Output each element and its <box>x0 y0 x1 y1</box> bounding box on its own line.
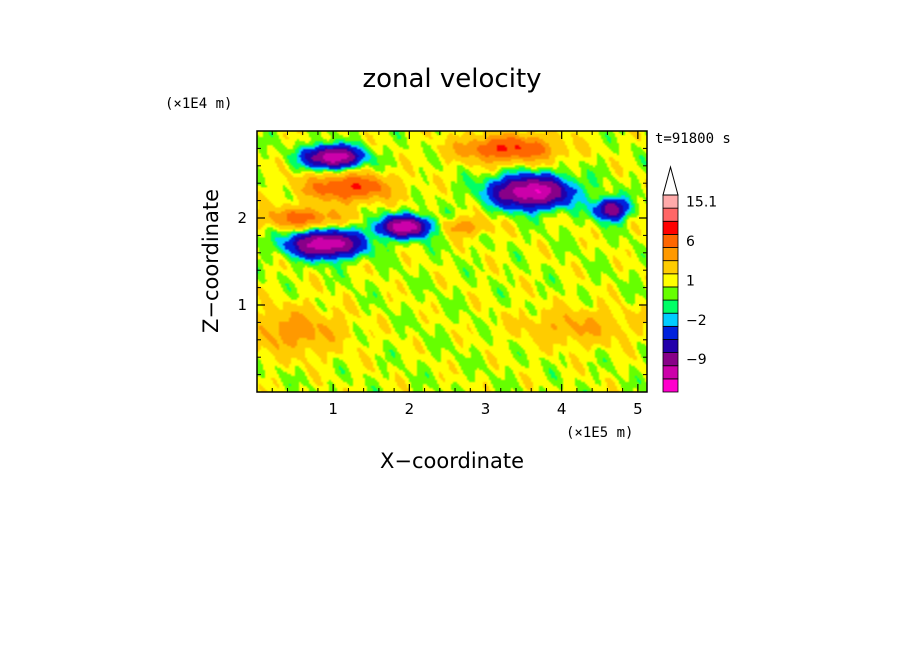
colorbar-segment <box>662 260 679 275</box>
x-axis-label: X−coordinate <box>380 449 524 473</box>
x-tick-label: 2 <box>405 400 415 418</box>
colorbar-label: 6 <box>686 234 695 250</box>
colorbar-segment <box>662 339 679 354</box>
heatmap-field <box>257 131 647 392</box>
colorbar-segment <box>662 194 679 209</box>
heatmap-image <box>257 131 647 392</box>
colorbar-label: 1 <box>686 273 695 289</box>
colorbar-segment <box>662 273 679 288</box>
colorbar-extend-arrow <box>662 165 679 196</box>
plot-frame <box>256 130 648 393</box>
colorbar-label: −9 <box>686 352 707 368</box>
colorbar-segment <box>662 220 679 235</box>
axis-ticks: 1 2 3 4 5 1 2 <box>237 131 647 418</box>
x-unit-label: (×1E5 m) <box>566 425 633 441</box>
chart-title: zonal velocity <box>362 64 541 94</box>
colorbar-segment <box>662 207 679 222</box>
x-tick-label: 3 <box>481 400 491 418</box>
x-tick-label: 5 <box>633 400 643 418</box>
colorbar-segment <box>662 352 679 367</box>
y-unit-label: (×1E4 m) <box>165 96 232 112</box>
colorbar-segment <box>662 312 679 327</box>
colorbar-label: −2 <box>686 313 707 329</box>
y-axis-label: Z−coordinate <box>199 189 223 333</box>
colorbar-segment <box>662 365 679 380</box>
colorbar-segment <box>662 325 679 340</box>
colorbar-segment <box>662 299 679 314</box>
colorbar-segment <box>662 378 679 393</box>
colorbar-segment <box>662 247 679 262</box>
x-tick-label: 4 <box>557 400 567 418</box>
colorbar-segment <box>662 286 679 301</box>
colorbar: 15.1 6 1 −2 −9 <box>662 165 717 393</box>
colorbar-segment <box>662 233 679 248</box>
y-tick-label: 2 <box>237 209 247 227</box>
x-tick-label: 1 <box>328 400 338 418</box>
y-tick-label: 1 <box>237 296 247 314</box>
time-label: t=91800 s <box>655 131 731 147</box>
colorbar-label: 15.1 <box>686 195 717 211</box>
